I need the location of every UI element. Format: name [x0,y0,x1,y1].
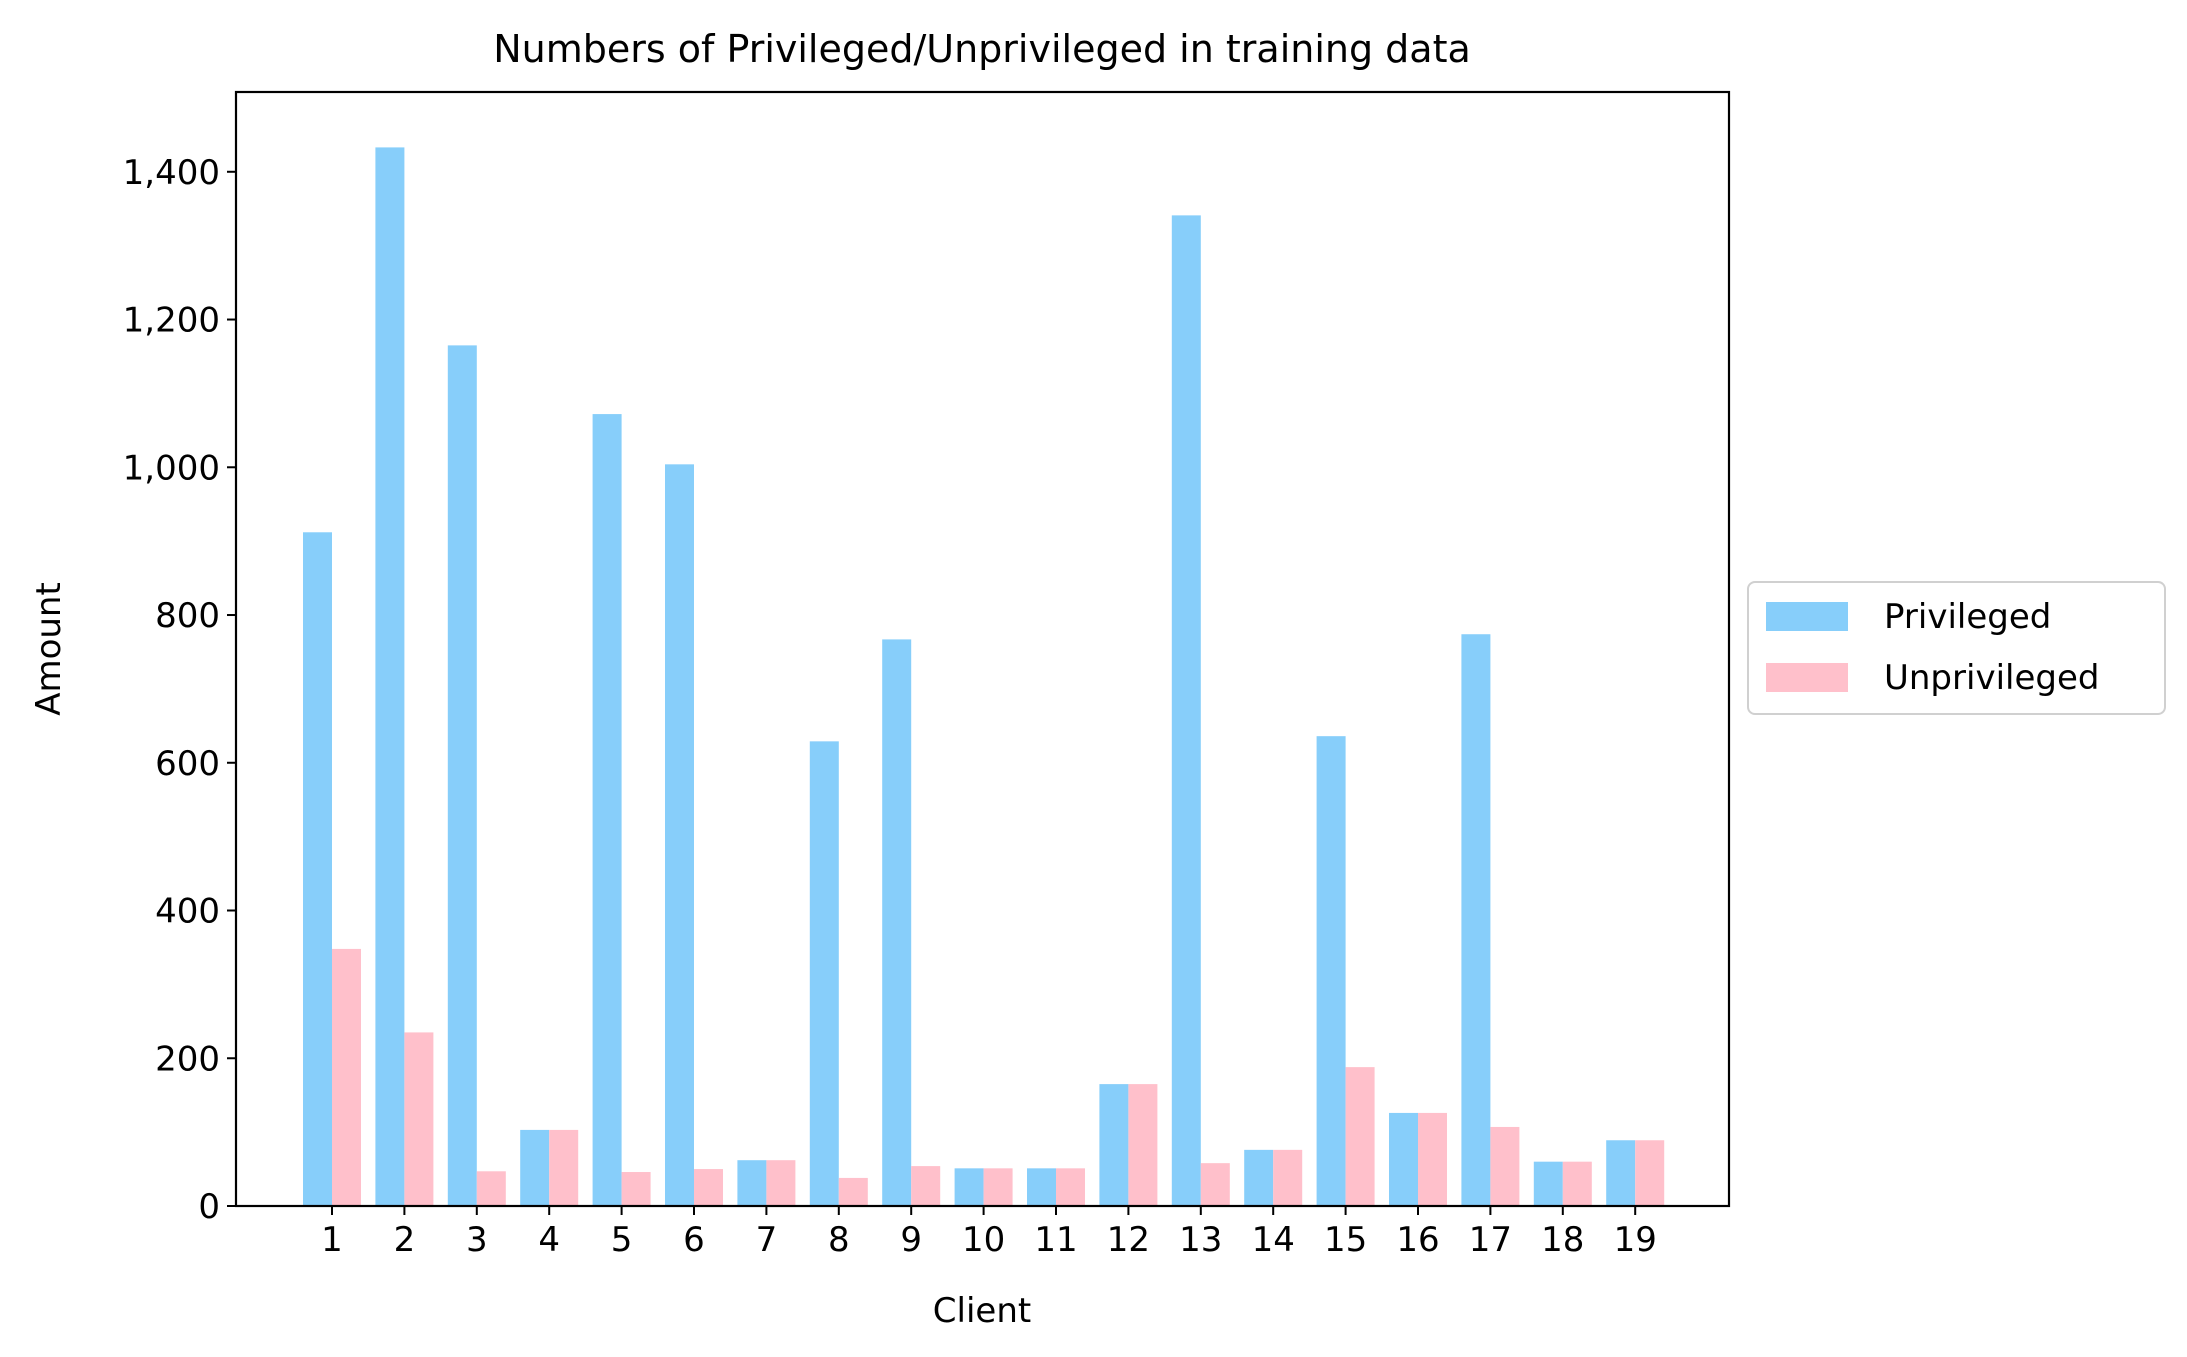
y-axis-ticks: 0 200 400 600 800 1,000 1,200 1,400 [123,153,236,1227]
x-tick-label: 3 [466,1220,488,1260]
y-tick-label: 800 [155,596,220,636]
bar-unprivileged-client-9 [911,1166,941,1206]
x-tick-label: 1 [321,1220,343,1260]
x-tick-label: 15 [1324,1220,1367,1260]
bar-privileged-client-13 [1171,215,1201,1206]
bar-privileged-client-11 [1027,1168,1056,1206]
bar-privileged-client-9 [882,639,912,1206]
bar-unprivileged-client-8 [838,1177,868,1206]
bar-unprivileged-client-1 [332,948,361,1206]
bar-privileged-client-8 [809,741,839,1206]
x-tick-label: 19 [1614,1220,1657,1260]
x-tick-label: 14 [1252,1220,1295,1260]
bar-privileged-client-15 [1316,736,1346,1206]
bar-unprivileged-client-2 [404,1032,434,1206]
x-tick-label: 13 [1179,1220,1222,1260]
bar-unprivileged-client-17 [1490,1126,1520,1206]
x-tick-label: 2 [394,1220,416,1260]
bar-privileged-client-19 [1606,1140,1636,1206]
bars-layer [303,147,1665,1207]
legend-frame [1747,581,2166,715]
bar-unprivileged-client-19 [1635,1140,1665,1206]
y-tick-label: 200 [155,1039,220,1079]
x-axis-ticks: 1 2 3 4 5 6 7 8 9 10 11 12 13 14 15 16 17 18 19 [321,1206,1657,1260]
bar-privileged-client-16 [1389,1112,1418,1206]
bar-unprivileged-client-7 [766,1160,796,1206]
x-tick-label: 18 [1541,1220,1584,1260]
y-tick-label: 0 [198,1187,220,1227]
x-tick-label: 6 [683,1220,705,1260]
bar-unprivileged-client-18 [1562,1161,1592,1206]
x-tick-label: 12 [1107,1220,1150,1260]
y-tick-label: 1,000 [123,448,220,488]
x-tick-label: 7 [756,1220,778,1260]
bar-unprivileged-client-16 [1418,1112,1447,1206]
bar-privileged-client-4 [520,1129,550,1206]
legend-label-privileged: Privileged [1884,597,2051,637]
bar-unprivileged-client-13 [1200,1163,1230,1206]
y-tick-label: 1,400 [123,153,220,193]
legend[interactable]: Privileged Unprivileged [1747,581,2166,715]
chart-title: Numbers of Privileged/Unprivileged in tr… [493,27,1471,71]
x-tick-label: 10 [962,1220,1005,1260]
bar-unprivileged-client-15 [1345,1067,1375,1206]
x-tick-label: 4 [538,1220,560,1260]
bar-unprivileged-client-5 [621,1172,651,1206]
bar-privileged-client-10 [954,1168,984,1206]
bar-unprivileged-client-4 [549,1129,579,1206]
bar-privileged-client-5 [592,414,622,1207]
bar-unprivileged-client-10 [983,1168,1013,1206]
bar-unprivileged-client-3 [476,1171,506,1206]
x-tick-label: 9 [900,1220,922,1260]
x-axis-label: Client [933,1291,1031,1331]
x-tick-label: 8 [828,1220,850,1260]
bar-privileged-client-2 [375,147,405,1206]
bar-unprivileged-client-14 [1273,1149,1303,1206]
bar-privileged-client-18 [1533,1161,1563,1206]
bar-unprivileged-client-12 [1128,1084,1158,1206]
bar-privileged-client-6 [665,464,694,1206]
x-tick-label: 17 [1469,1220,1512,1260]
legend-label-unprivileged: Unprivileged [1884,658,2099,698]
bar-privileged-client-12 [1099,1084,1129,1206]
x-tick-label: 5 [611,1220,633,1260]
bar-privileged-client-7 [737,1160,767,1206]
x-tick-label: 11 [1034,1220,1077,1260]
y-tick-label: 600 [155,744,220,784]
y-tick-label: 400 [155,892,220,932]
x-tick-label: 16 [1396,1220,1439,1260]
y-tick-label: 1,200 [123,301,220,341]
plot-frame [234,90,1731,1208]
bar-privileged-client-3 [447,345,477,1206]
y-axis-label: Amount [29,582,69,716]
bar-privileged-client-14 [1244,1149,1274,1206]
bar-privileged-client-17 [1461,634,1491,1206]
legend-swatch-privileged [1766,602,1848,631]
bar-unprivileged-client-11 [1056,1168,1085,1206]
legend-swatch-unprivileged [1766,663,1848,692]
bar-privileged-client-1 [303,532,332,1206]
bar-unprivileged-client-6 [694,1169,723,1206]
